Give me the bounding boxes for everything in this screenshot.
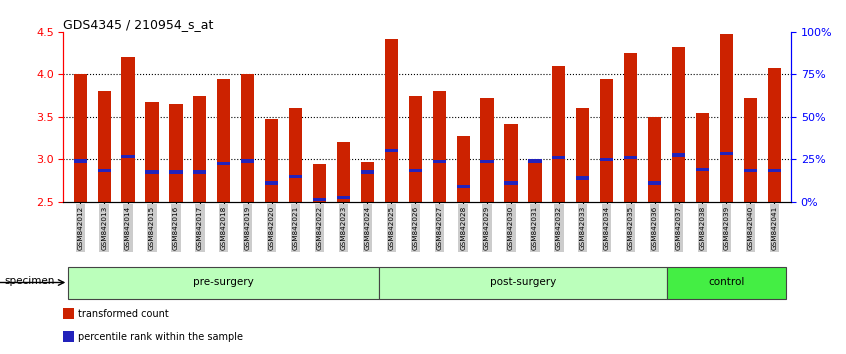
Bar: [667, 267, 786, 299]
Bar: [97, 169, 111, 172]
Bar: [720, 152, 733, 155]
Bar: [193, 96, 206, 202]
Bar: [624, 156, 637, 159]
Bar: [265, 119, 278, 202]
Text: specimen: specimen: [4, 276, 55, 286]
Bar: [360, 162, 374, 202]
Bar: [648, 182, 662, 185]
Bar: [63, 331, 74, 342]
Bar: [576, 108, 590, 202]
Bar: [767, 68, 781, 202]
Text: percentile rank within the sample: percentile rank within the sample: [78, 332, 243, 342]
Bar: [409, 169, 422, 172]
Bar: [432, 91, 446, 202]
Bar: [696, 168, 709, 171]
Bar: [696, 113, 709, 202]
Bar: [529, 159, 541, 162]
Bar: [217, 162, 230, 165]
Bar: [74, 159, 87, 162]
Bar: [720, 34, 733, 202]
Bar: [265, 182, 278, 185]
Bar: [457, 185, 470, 188]
Bar: [552, 156, 565, 159]
Bar: [217, 79, 230, 202]
Bar: [504, 182, 518, 185]
Bar: [337, 196, 350, 199]
Text: transformed count: transformed count: [78, 309, 168, 319]
Bar: [600, 158, 613, 161]
Bar: [385, 149, 398, 153]
Text: post-surgery: post-surgery: [490, 278, 556, 287]
Bar: [337, 142, 350, 202]
Bar: [648, 117, 662, 202]
Bar: [146, 170, 158, 174]
Bar: [481, 160, 494, 164]
Bar: [744, 98, 757, 202]
Bar: [481, 98, 494, 202]
Bar: [672, 47, 685, 202]
Bar: [289, 108, 302, 202]
Bar: [744, 169, 757, 172]
Bar: [313, 198, 326, 201]
Bar: [385, 39, 398, 202]
Bar: [360, 170, 374, 174]
Bar: [672, 153, 685, 157]
Bar: [767, 169, 781, 172]
Bar: [74, 74, 87, 202]
Bar: [624, 53, 637, 202]
Bar: [576, 176, 590, 179]
Bar: [504, 124, 518, 202]
Bar: [409, 96, 422, 202]
Bar: [529, 159, 541, 202]
Text: pre-surgery: pre-surgery: [194, 278, 254, 287]
Bar: [169, 170, 183, 174]
Bar: [313, 164, 326, 202]
Text: GDS4345 / 210954_s_at: GDS4345 / 210954_s_at: [63, 18, 214, 31]
Bar: [432, 160, 446, 164]
Bar: [289, 175, 302, 178]
Bar: [193, 170, 206, 174]
Bar: [169, 104, 183, 202]
Bar: [122, 155, 135, 158]
Bar: [69, 267, 379, 299]
Bar: [146, 102, 158, 202]
Bar: [600, 79, 613, 202]
Bar: [552, 66, 565, 202]
Bar: [63, 308, 74, 319]
Bar: [379, 267, 667, 299]
Bar: [241, 74, 255, 202]
Bar: [122, 57, 135, 202]
Bar: [457, 136, 470, 202]
Bar: [241, 159, 255, 162]
Bar: [97, 91, 111, 202]
Text: control: control: [708, 278, 744, 287]
